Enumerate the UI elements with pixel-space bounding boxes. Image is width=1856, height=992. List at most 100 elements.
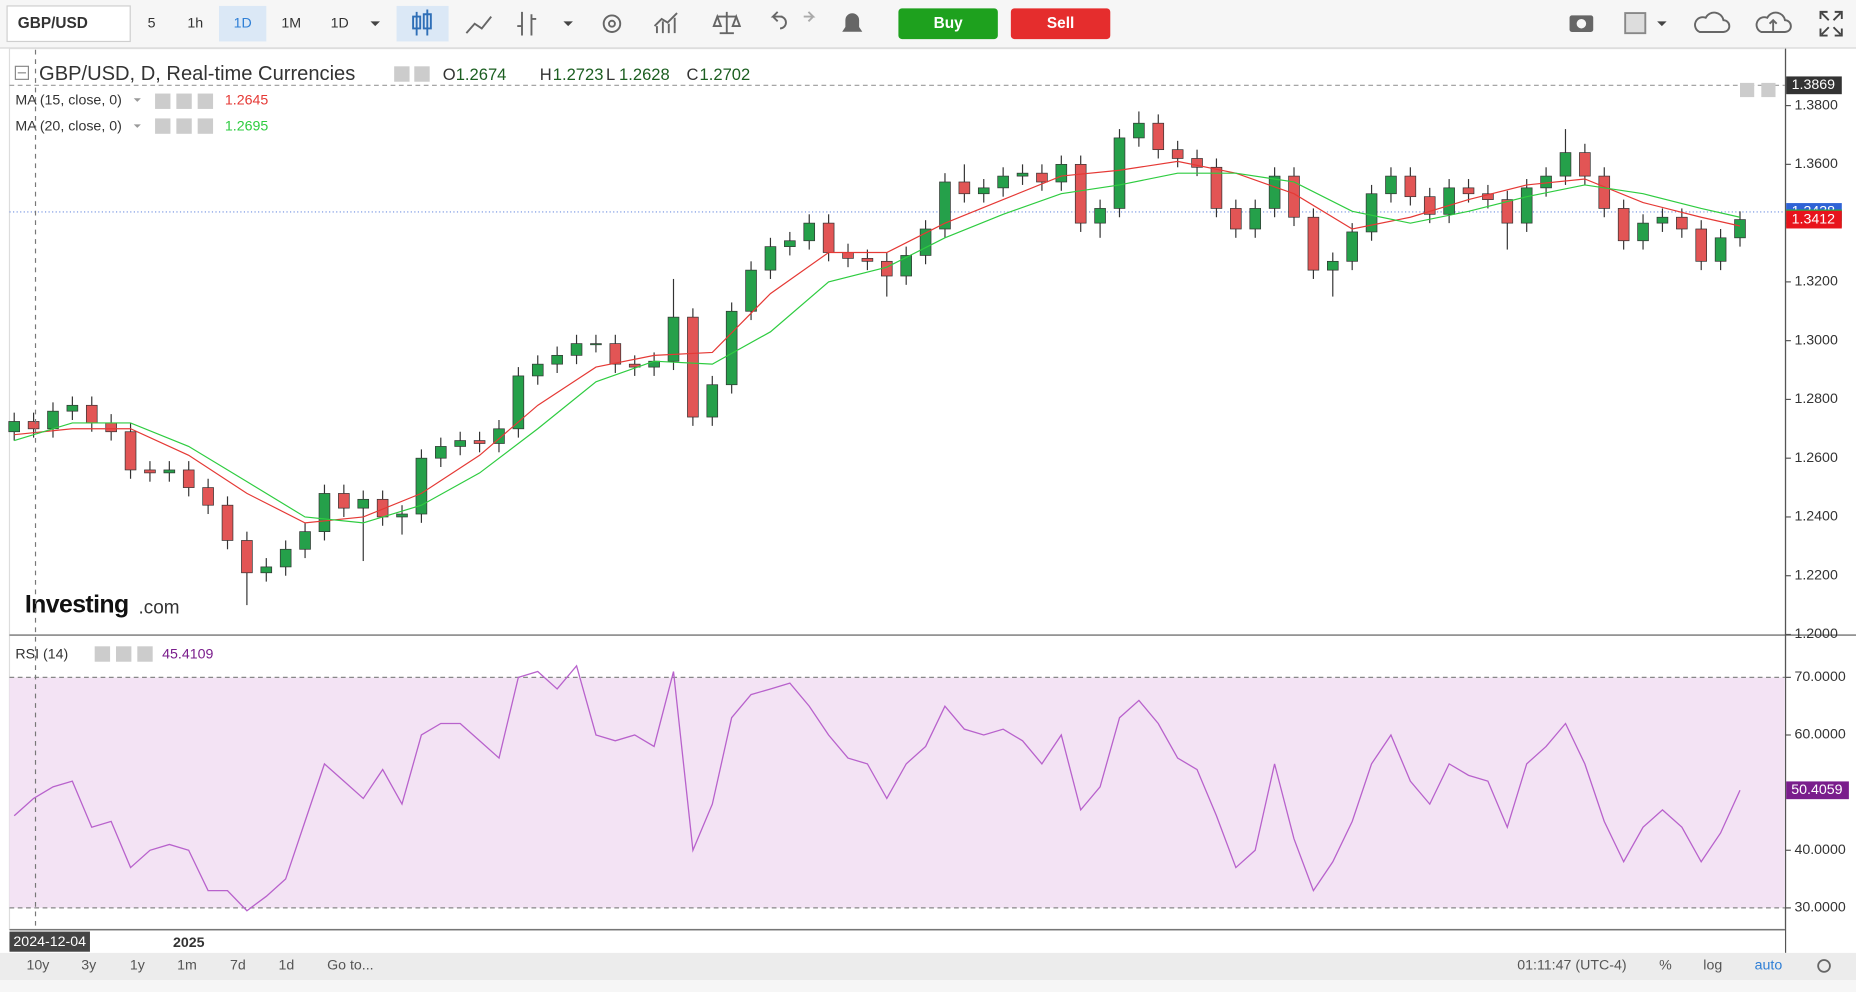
rsi-pane [9,664,1785,912]
bar-icon[interactable] [517,11,537,36]
rsi-settings[interactable] [116,646,132,662]
symbol-box[interactable] [6,5,131,43]
candle-body [182,469,195,488]
candle-body [822,222,835,253]
footer [0,952,1856,981]
color-dropdown[interactable] [1657,21,1667,27]
redo-icon[interactable] [803,11,816,23]
y-tick-label: 1.2800 [1794,391,1838,407]
compare-icon[interactable] [712,11,742,35]
ohlc-label: C [687,65,699,84]
ma-legend-name: MA (20, close, 0) [15,118,121,134]
pane-button[interactable] [1740,82,1755,98]
indicators-icon[interactable] [653,12,678,34]
candle-body [977,187,990,195]
sell-label[interactable]: Sell [1047,15,1074,32]
ohlc-label: L [606,65,615,84]
ma-legend-dropdown[interactable] [133,124,141,128]
cloud-save-icon[interactable] [1755,11,1792,33]
candle-body [687,316,699,418]
ohlc-value: 1.2723 [553,65,604,84]
chart-title: GBP/USD, D, Real-time Currencies [39,63,355,85]
line-icon[interactable] [465,16,492,34]
candle-body [163,469,176,474]
visibility-button[interactable] [394,66,410,82]
candle-body [1676,216,1688,230]
interval-button[interactable]: 5 [148,15,156,31]
range-button[interactable]: 3y [81,958,97,974]
settings-icon[interactable] [602,14,622,33]
ma1-remove[interactable] [197,93,214,109]
settings-button[interactable] [414,66,430,82]
rsi-marker [1786,781,1849,800]
candle-body [318,493,331,533]
range-button[interactable]: 7d [230,958,246,974]
y-tick-label: 1.3600 [1794,156,1838,172]
footer-settings[interactable] [1817,959,1831,973]
candle-body [1346,231,1358,262]
auto-toggle[interactable]: auto [1755,958,1783,974]
interval-button[interactable]: 1D [331,15,349,31]
candle-body [1559,152,1572,177]
range-button[interactable]: 10y [26,958,50,974]
y-tick-label: 60.0000 [1794,727,1845,743]
candle-body [1113,137,1126,209]
ma-legend-value: 1.2695 [225,118,269,134]
candle-body [338,493,350,509]
candle-body [1152,122,1165,151]
ma1-settings[interactable] [176,93,192,109]
y-tick-label: 30.0000 [1794,900,1845,916]
range-button[interactable]: 1m [177,958,197,974]
rsi-marker-label: 50.4059 [1791,782,1842,798]
ma2-remove[interactable] [197,118,214,134]
buy-button[interactable] [898,8,998,40]
watermark-brand: Investing [25,592,129,619]
candle-body [415,457,428,515]
y-tick-label: 70.0000 [1794,669,1845,685]
chart-dropdown[interactable] [563,21,573,27]
candle-body [1268,175,1281,209]
ma-legend-dropdown[interactable] [133,98,141,102]
log-toggle[interactable]: log [1703,958,1722,974]
range-button[interactable]: 1y [130,958,146,974]
interval-dropdown[interactable] [370,21,380,27]
cloud-load-icon[interactable] [1694,11,1731,33]
title-controls [94,66,1776,662]
candle-body [241,540,253,574]
candle-body [764,246,777,271]
symbol[interactable]: GBP/USD [18,15,88,32]
interval-button[interactable]: 1h [187,15,203,31]
candle-body [47,410,59,430]
fullscreen-icon[interactable] [1819,10,1843,37]
alert-icon[interactable] [842,13,863,32]
y-tick-label: 1.3800 [1794,97,1838,113]
candle-body [900,255,912,277]
range-button[interactable]: 1d [279,958,295,974]
pane-button[interactable] [1761,82,1776,98]
candle-icon[interactable] [412,9,432,36]
interval-button[interactable]: 1M [281,15,301,31]
color-picker[interactable] [1624,12,1647,35]
interval-active[interactable] [218,5,267,42]
buy-label[interactable]: Buy [934,15,963,32]
percent-toggle[interactable]: % [1659,958,1672,974]
candle-body [396,513,408,518]
ma2-visibility[interactable] [155,118,171,134]
goto-button[interactable]: Go to... [327,958,374,974]
ma1-visibility[interactable] [155,93,171,109]
candle-body [66,404,79,412]
price-marker-label: 1.3869 [1792,77,1836,93]
candle-body [1036,172,1048,183]
rsi-visibility[interactable] [94,646,111,662]
ma-line [14,172,1741,524]
ohlc-label: H [540,65,552,84]
candle-body [1171,149,1184,159]
ma2-settings[interactable] [176,118,192,134]
candle-body [279,548,292,568]
interval-button[interactable]: 1D [234,15,252,31]
undo-icon[interactable] [770,11,787,30]
candle-type-button[interactable] [396,5,449,42]
candle-body [473,440,486,444]
sell-button[interactable] [1010,8,1111,40]
rsi-remove[interactable] [137,646,153,662]
